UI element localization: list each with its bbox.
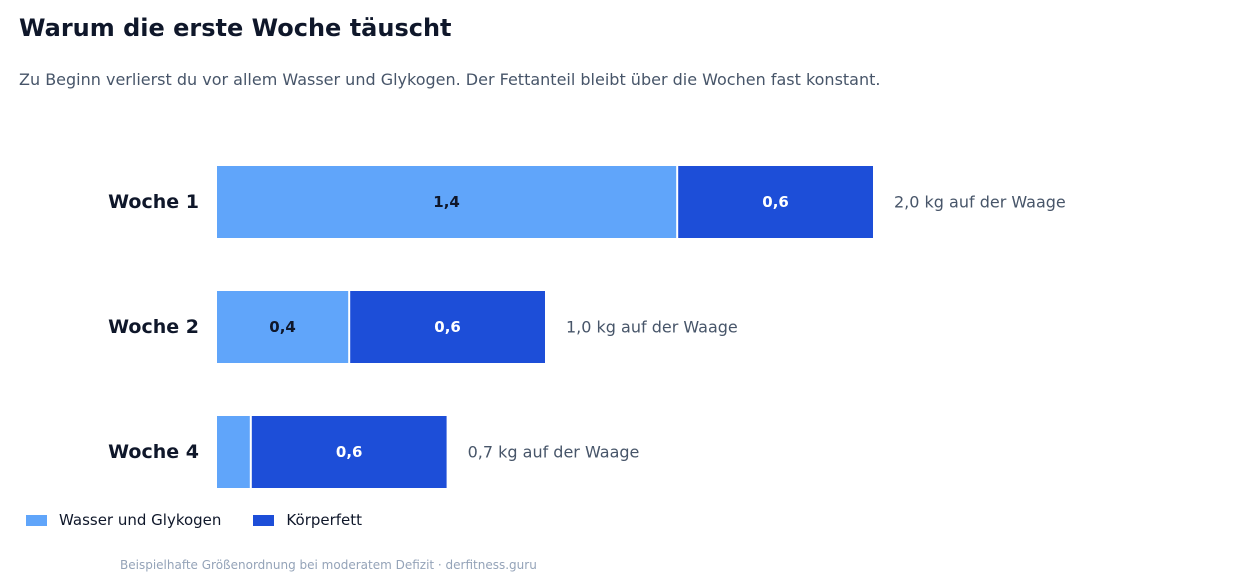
bar-body-fat [350, 291, 545, 363]
bar-body-fat [251, 416, 447, 488]
bar-value-label: 0,6 [434, 318, 461, 336]
bar-value-label: 0,6 [336, 443, 363, 461]
legend-label-fat: Körperfett [286, 511, 363, 529]
legend-item-fat: Körperfett [253, 511, 362, 529]
legend: Wasser und Glykogen Körperfett [26, 511, 394, 529]
category-label: Woche 1 [108, 191, 199, 213]
bar-value-label: 0,4 [269, 318, 296, 336]
bar-water-glycogen [217, 166, 677, 238]
chart-subtitle: Zu Beginn verlierst du vor allem Wasser … [19, 70, 881, 89]
bar-value-label: 1,4 [433, 193, 460, 211]
bar-water-glycogen [217, 416, 250, 488]
legend-label-water: Wasser und Glykogen [59, 511, 222, 529]
total-label: 0,7 kg auf der Waage [468, 443, 640, 462]
bar-water-glycogen [217, 291, 349, 363]
total-label: 2,0 kg auf der Waage [894, 193, 1066, 212]
bar-body-fat [678, 166, 873, 238]
footnote: Beispielhafte Größenordnung bei moderate… [120, 558, 537, 572]
bar-value-label: 0,6 [762, 193, 789, 211]
chart-title: Warum die erste Woche täuscht [19, 14, 452, 42]
category-label: Woche 4 [108, 441, 199, 463]
category-label: Woche 2 [108, 316, 199, 338]
legend-item-water: Wasser und Glykogen [26, 511, 221, 529]
legend-swatch-water [26, 514, 47, 526]
legend-swatch-fat [253, 514, 275, 526]
total-label: 1,0 kg auf der Waage [566, 318, 738, 337]
